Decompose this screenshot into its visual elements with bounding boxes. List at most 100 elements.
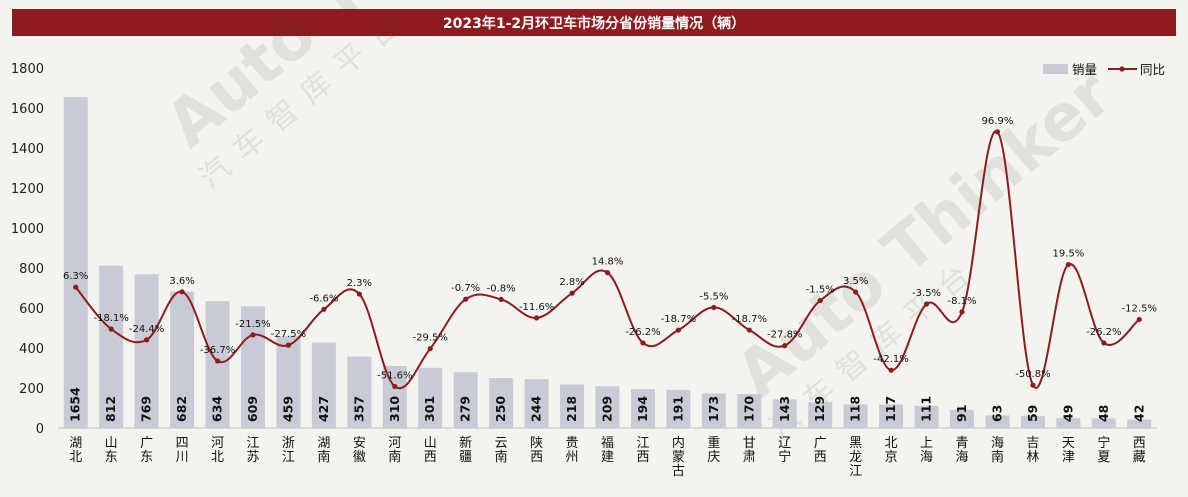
bar-data-label: 42 xyxy=(1131,405,1146,422)
x-category-label: 新疆 xyxy=(459,435,472,465)
bar xyxy=(347,356,372,428)
x-category-label: 浙江 xyxy=(282,436,295,465)
bar-data-label: 129 xyxy=(812,396,827,422)
yoy-data-label: 2.3% xyxy=(347,278,372,289)
bar-data-label: 118 xyxy=(848,396,863,422)
bar xyxy=(1091,418,1116,428)
watermark-text: Auto Thinker xyxy=(723,57,1127,413)
line-point xyxy=(853,289,859,295)
bar xyxy=(453,372,478,428)
bar xyxy=(418,367,443,428)
bar-data-label: 218 xyxy=(564,396,579,422)
x-category-label: 广西 xyxy=(814,436,827,465)
bar xyxy=(772,399,797,428)
bar-data-label: 357 xyxy=(351,396,366,422)
bar xyxy=(1056,418,1081,428)
bar-data-label: 194 xyxy=(635,396,650,422)
bar xyxy=(666,389,691,428)
bar-data-label: 682 xyxy=(174,396,189,422)
x-category-label: 吉林 xyxy=(1026,436,1039,465)
x-category-label: 天津 xyxy=(1062,436,1075,465)
watermark-text: Auto Thinker xyxy=(153,0,557,162)
bar xyxy=(985,415,1010,428)
bar-data-label: 812 xyxy=(103,396,118,422)
bar-data-label: 1654 xyxy=(68,387,83,422)
x-category-label: 广东 xyxy=(140,436,153,465)
line-point xyxy=(73,284,79,290)
bar xyxy=(950,409,975,428)
y-tick-label: 1800 xyxy=(11,62,44,77)
line-point xyxy=(569,290,575,296)
bar-data-label: 310 xyxy=(387,396,402,422)
bar-data-label: 48 xyxy=(1096,405,1111,422)
yoy-data-label: 96.9% xyxy=(982,116,1014,127)
x-category-label: 四川 xyxy=(176,436,189,465)
legend-label-bar: 销量 xyxy=(1072,62,1097,77)
yoy-data-label: -3.5% xyxy=(912,288,941,299)
chart-title: 2023年1-2月环卫车市场分省份销量情况（辆） xyxy=(12,9,1176,36)
bar-data-label: 769 xyxy=(139,396,154,422)
y-tick-label: 600 xyxy=(19,302,44,317)
x-category-label: 西藏 xyxy=(1133,436,1146,465)
x-category-label: 北京 xyxy=(885,436,898,465)
x-category-label: 贵州 xyxy=(566,436,579,465)
bar xyxy=(134,274,159,428)
yoy-data-label: -51.6% xyxy=(377,370,412,381)
x-category-label: 甘肃 xyxy=(743,436,756,465)
yoy-data-label: -26.2% xyxy=(625,327,660,338)
yoy-data-label: 14.8% xyxy=(592,257,624,268)
legend-label-line: 同比 xyxy=(1140,62,1165,77)
y-tick-label: 1400 xyxy=(11,142,44,157)
y-tick-label: 800 xyxy=(19,262,44,277)
yoy-data-label: -18.1% xyxy=(93,313,128,324)
bar-data-label: 170 xyxy=(741,396,756,422)
bar xyxy=(276,336,301,428)
x-category-label: 安徽 xyxy=(353,436,366,465)
yoy-data-label: -27.5% xyxy=(271,329,306,340)
bar-data-label: 91 xyxy=(954,405,969,422)
bar xyxy=(914,405,939,428)
bar xyxy=(311,342,336,428)
bar xyxy=(1020,416,1045,428)
bar xyxy=(843,404,868,428)
legend-swatch-bar xyxy=(1043,64,1068,74)
y-tick-label: 400 xyxy=(19,342,44,357)
bar-data-label: 191 xyxy=(670,396,685,422)
yoy-data-label: -42.1% xyxy=(873,354,908,365)
yoy-data-label: -0.7% xyxy=(451,283,480,294)
bar-data-label: 173 xyxy=(706,396,721,422)
bar-data-label: 279 xyxy=(458,396,473,422)
bar xyxy=(808,402,833,428)
x-category-label: 青海 xyxy=(956,436,969,465)
yoy-data-label: 2.8% xyxy=(559,277,584,288)
line-point xyxy=(888,367,894,373)
bar-data-label: 63 xyxy=(989,405,1004,422)
yoy-data-label: -6.6% xyxy=(309,293,338,304)
bar xyxy=(63,97,88,428)
x-category-label: 重庆 xyxy=(707,435,720,465)
x-category-label: 福建 xyxy=(601,436,614,465)
line-point xyxy=(250,332,256,338)
bar-data-label: 459 xyxy=(280,396,295,422)
x-category-label: 宁夏 xyxy=(1097,435,1110,465)
x-category-label: 上海 xyxy=(920,436,933,465)
y-tick-label: 200 xyxy=(19,382,44,397)
bar-data-label: 117 xyxy=(883,396,898,422)
bar xyxy=(701,393,726,428)
line-point xyxy=(711,304,717,311)
bar-data-label: 250 xyxy=(493,396,508,422)
bar xyxy=(879,404,904,428)
bar-data-label: 111 xyxy=(919,396,934,422)
line-point xyxy=(214,358,221,364)
y-tick-label: 1600 xyxy=(11,102,44,117)
yoy-data-label: -0.8% xyxy=(487,283,516,294)
yoy-data-label: -26.2% xyxy=(1086,327,1121,338)
line-point xyxy=(533,315,540,321)
y-tick-label: 1200 xyxy=(11,182,44,197)
yoy-data-label: 3.5% xyxy=(843,276,868,287)
bar-data-label: 209 xyxy=(600,396,615,422)
yoy-data-label: -5.5% xyxy=(699,291,728,302)
yoy-data-label: 6.3% xyxy=(63,271,88,282)
bar-data-label: 143 xyxy=(777,396,792,422)
line-point xyxy=(463,296,469,302)
